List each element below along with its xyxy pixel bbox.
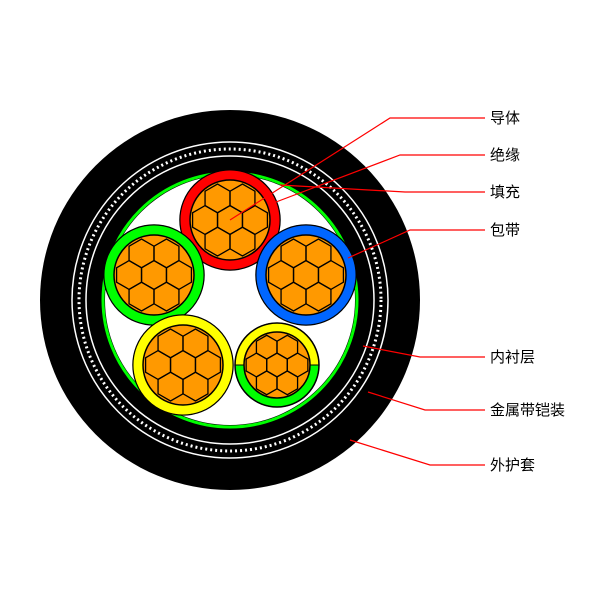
label-armor: 金属带铠装 <box>490 402 565 419</box>
core-right <box>256 225 356 325</box>
label-tape: 包带 <box>490 222 520 239</box>
label-inner: 内衬层 <box>490 349 535 366</box>
label-conductor: 导体 <box>490 110 520 127</box>
label-insulation: 绝缘 <box>490 147 520 164</box>
cable-cross-section-diagram: 导体绝缘填充包带内衬层金属带铠装外护套 <box>0 0 600 600</box>
label-filler: 填充 <box>490 184 520 201</box>
core-bleft <box>133 315 233 415</box>
core-bright <box>235 323 319 407</box>
label-jacket: 外护套 <box>490 457 535 474</box>
leader-jacket <box>350 440 485 465</box>
core-left <box>104 225 204 325</box>
